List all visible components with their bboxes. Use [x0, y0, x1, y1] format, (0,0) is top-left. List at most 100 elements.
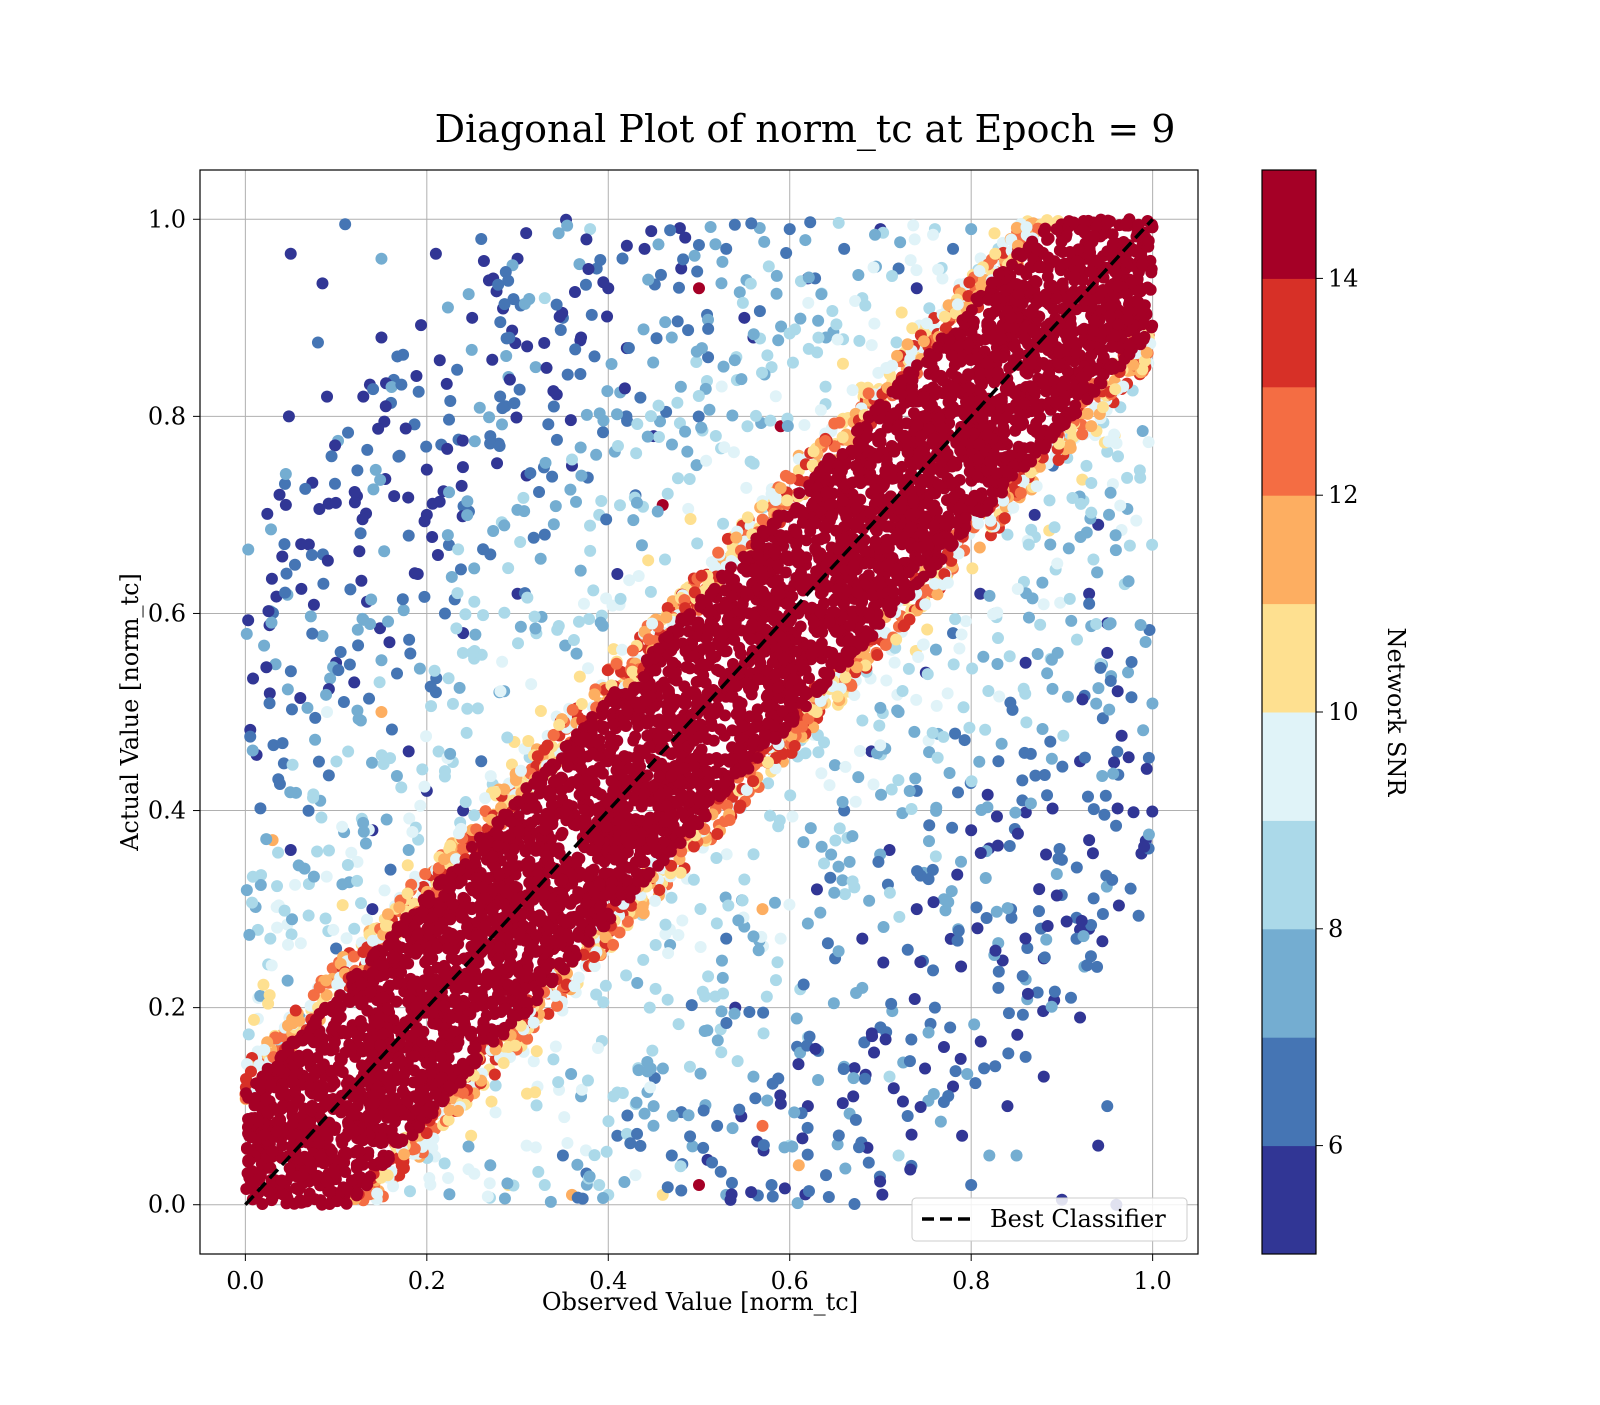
scatter-point [982, 685, 994, 697]
scatter-point [847, 384, 859, 396]
scatter-point [468, 562, 480, 574]
scatter-point [443, 672, 455, 684]
scatter-point [442, 301, 454, 313]
scatter-point [771, 270, 783, 282]
scatter-point [975, 1035, 987, 1047]
scatter-point [1081, 959, 1093, 971]
scatter-point [588, 951, 600, 963]
scatter-point [509, 1040, 521, 1052]
scatter-point [590, 449, 602, 461]
scatter-point [315, 812, 327, 824]
scatter-point [511, 504, 523, 516]
scatter-point [662, 1181, 674, 1193]
scatter-point [1056, 761, 1068, 773]
scatter-point [1051, 868, 1063, 880]
scatter-point [442, 529, 454, 541]
scatter-point [983, 1149, 995, 1161]
scatter-point [650, 983, 662, 995]
scatter-point [418, 781, 430, 793]
scatter-point [615, 593, 627, 605]
scatter-point [587, 584, 599, 596]
scatter-point [847, 875, 859, 887]
scatter-point [336, 878, 348, 890]
scatter-point [380, 400, 392, 412]
scatter-point [756, 367, 768, 379]
scatter-point [885, 998, 897, 1010]
scatter-point [1133, 910, 1145, 922]
scatter-point [592, 1042, 604, 1054]
scatter-point [1124, 540, 1136, 552]
scatter-point [419, 515, 431, 527]
scatter-point [425, 700, 437, 712]
scatter-point [922, 668, 934, 680]
scatter-point [804, 1031, 816, 1043]
scatter-point [891, 705, 903, 717]
scatter-point [1036, 577, 1048, 589]
scatter-point [667, 1110, 679, 1122]
scatter-point [494, 685, 506, 697]
scatter-point [307, 792, 319, 804]
scatter-point [1017, 970, 1029, 982]
scatter-point [1002, 1047, 1014, 1059]
scatter-point [456, 480, 468, 492]
scatter-point [960, 615, 972, 627]
scatter-point [908, 726, 920, 738]
scatter-point [649, 895, 661, 907]
scatter-point [530, 361, 542, 373]
scatter-point [548, 401, 560, 413]
scatter-point [847, 1090, 859, 1102]
scatter-point [938, 1096, 950, 1108]
scatter-point [935, 1116, 947, 1128]
scatter-point [1049, 521, 1061, 533]
scatter-point [498, 607, 510, 619]
scatter-point [483, 411, 495, 423]
scatter-point [434, 354, 446, 366]
scatter-point [360, 838, 372, 850]
scatter-point [1103, 435, 1115, 447]
scatter-point [286, 703, 298, 715]
scatter-point [969, 1077, 981, 1089]
scatter-point [798, 978, 810, 990]
scatter-point [672, 929, 684, 941]
scatter-point [282, 975, 294, 987]
scatter-point [478, 255, 490, 267]
scatter-point [1100, 790, 1112, 802]
scatter-point [415, 319, 427, 331]
scatter-point [780, 470, 792, 482]
scatter-point [388, 490, 400, 502]
scatter-point [799, 234, 811, 246]
scatter-point [907, 219, 919, 231]
scatter-point [1090, 698, 1102, 710]
scatter-point [265, 523, 277, 535]
scatter-point [1042, 920, 1054, 932]
scatter-point [619, 382, 631, 394]
scatter-point [869, 229, 881, 241]
scatter-point [889, 657, 901, 669]
scatter-point [282, 683, 294, 695]
scatter-point [818, 736, 830, 748]
scatter-point [538, 337, 550, 349]
scatter-point [403, 745, 415, 757]
scatter-point [927, 229, 939, 241]
scatter-point [963, 276, 975, 288]
scatter-point [348, 923, 360, 935]
scatter-point [374, 676, 386, 688]
scatter-point [691, 346, 703, 358]
scatter-point [951, 869, 963, 881]
scatter-point [308, 871, 320, 883]
scatter-point [1065, 992, 1077, 1004]
scatter-point [681, 446, 693, 458]
scatter-point [611, 658, 623, 670]
scatter-point [792, 1058, 804, 1070]
scatter-point [1113, 899, 1125, 911]
scatter-point [728, 1008, 740, 1020]
scatter-point [575, 441, 587, 453]
scatter-point [650, 939, 662, 951]
scatter-point [1107, 768, 1119, 780]
scatter-point [355, 897, 367, 909]
scatter-point [863, 895, 875, 907]
scatter-point [323, 845, 335, 857]
scatter-point [443, 486, 455, 498]
scatter-point [1137, 425, 1149, 437]
scatter-point [991, 607, 1003, 619]
